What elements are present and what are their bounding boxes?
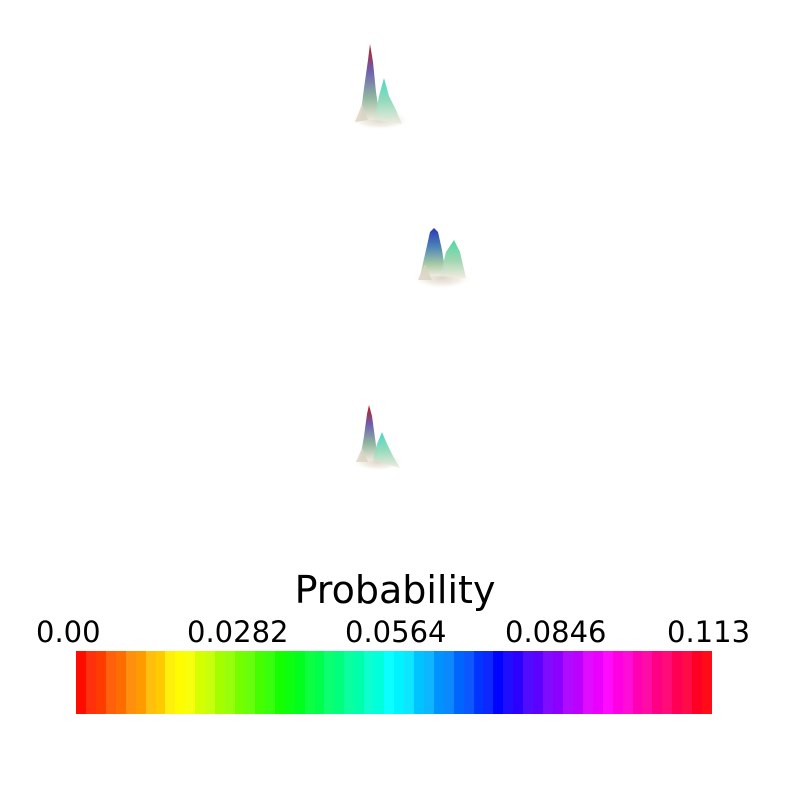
peak-top: [350, 44, 410, 130]
colorbar-segment: [523, 651, 534, 714]
colorbar-segment: [543, 651, 553, 714]
colorbar-segment: [244, 651, 255, 714]
colorbar-segment: [632, 651, 643, 714]
colorbar-segment: [254, 651, 265, 714]
colorbar-segment: [384, 651, 394, 714]
colorbar-segment: [195, 651, 206, 714]
colorbar-segment: [423, 651, 434, 714]
colorbar-segment: [324, 651, 335, 714]
tick-label-min: 0.00: [36, 615, 101, 649]
colorbar-segment: [433, 651, 444, 714]
colorbar-segment: [264, 651, 275, 714]
colorbar-segment: [592, 651, 603, 714]
colorbar-segment: [403, 651, 414, 714]
colorbar-segment: [572, 651, 583, 714]
colorbar-segment: [612, 651, 623, 714]
colorbar-segment: [294, 651, 305, 714]
tick-label-max: 0.113: [667, 615, 751, 649]
colorbar-segment: [413, 651, 424, 714]
colorbar-segment: [274, 651, 285, 714]
colorbar-segment: [513, 651, 524, 714]
colorbar-segment: [672, 651, 683, 714]
peak-middle: [412, 228, 472, 289]
colorbar-segment: [215, 651, 226, 714]
colorbar-segment: [364, 651, 375, 714]
colorbar-segment: [374, 651, 385, 714]
colorbar-segment: [125, 651, 136, 714]
colorbar-segment: [533, 651, 544, 714]
colorbar-segment: [235, 651, 245, 714]
colorbar-segment: [682, 651, 693, 714]
colorbar-segment: [135, 651, 146, 714]
colorbar-segment: [692, 651, 703, 714]
colorbar-segment: [165, 651, 176, 714]
colorbar-segment: [473, 651, 484, 714]
tick-label-2: 0.0564: [345, 615, 447, 649]
colorbar-segment: [622, 651, 633, 714]
colorbar-segment: [702, 651, 712, 714]
colorbar-segment: [344, 651, 355, 714]
colorbar-segment: [553, 651, 563, 714]
colorbar-segment: [652, 651, 663, 714]
colorbar-segment: [483, 651, 494, 714]
colorbar-segment: [76, 651, 86, 714]
colorbar-segment: [284, 651, 295, 714]
colorbar-segment: [225, 651, 235, 714]
tick-label-1: 0.0282: [187, 615, 289, 649]
colorbar-segment: [145, 651, 156, 714]
colorbar-segment: [304, 651, 315, 714]
colorbar-segment: [85, 651, 96, 714]
colorbar-segment: [602, 651, 613, 714]
colorbar-segment: [185, 651, 196, 714]
legend-title: Probability: [294, 568, 496, 612]
tick-label-3: 0.0846: [505, 615, 607, 649]
colorbar-segment: [115, 651, 126, 714]
colorbar-segment: [662, 651, 673, 714]
colorbar-segment: [562, 651, 573, 714]
peak-bottom: [352, 405, 404, 471]
colorbar-segment: [105, 651, 116, 714]
colorbar-segment: [453, 651, 464, 714]
colorbar-segment: [493, 651, 504, 714]
colorbar-segment: [175, 651, 186, 714]
colorbar-segment: [205, 651, 216, 714]
colorbar-segment: [354, 651, 365, 714]
colorbar: [76, 651, 712, 714]
colorbar-segment: [503, 651, 514, 714]
colorbar-segment: [463, 651, 474, 714]
colorbar-segment: [642, 651, 653, 714]
colorbar-segment: [394, 651, 404, 714]
colorbar-segment: [334, 651, 345, 714]
colorbar-segment: [314, 651, 325, 714]
colorbar-segment: [95, 651, 106, 714]
colorbar-segment: [155, 651, 166, 714]
colorbar-segment: [582, 651, 593, 714]
colorbar-segment: [443, 651, 454, 714]
